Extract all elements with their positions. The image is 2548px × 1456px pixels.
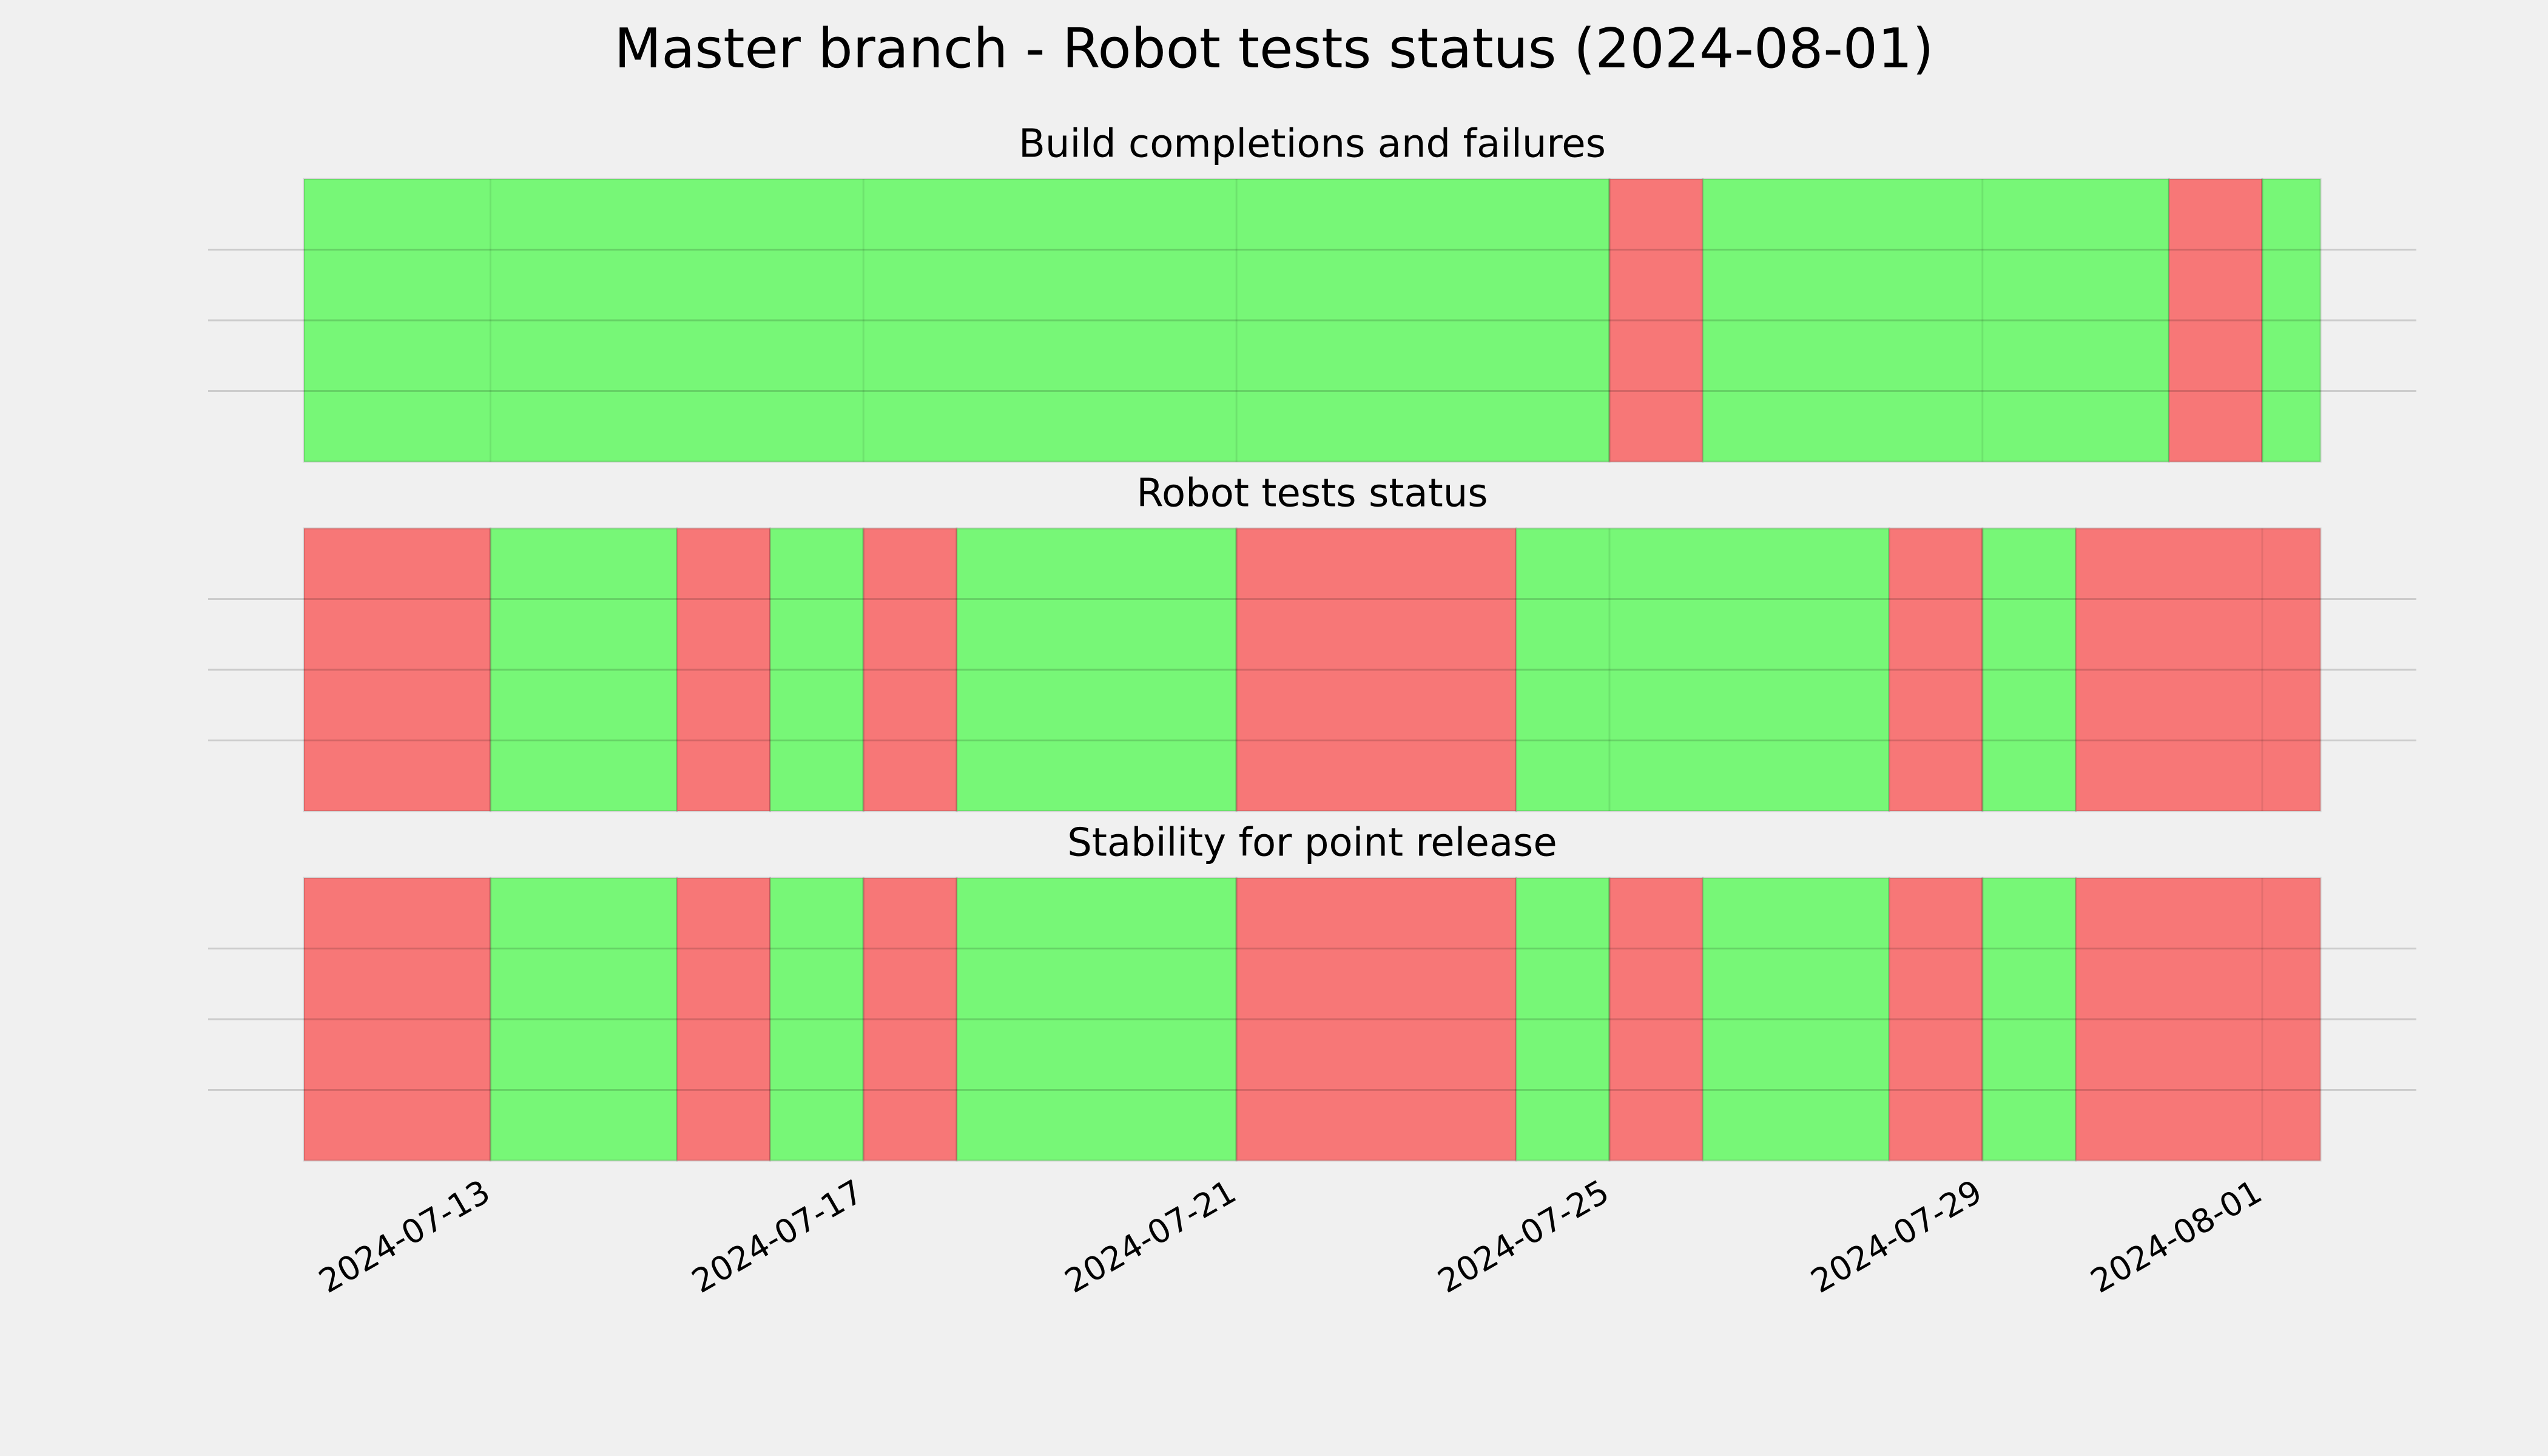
status-segment [1515,527,1890,812]
status-segment [676,877,772,1162]
status-segment [2075,877,2322,1162]
status-segment [1608,877,1704,1162]
status-segment [769,527,864,812]
panel-title: Robot tests status [1136,471,1488,516]
status-segment [2075,527,2322,812]
status-segment [769,877,864,1162]
status-segment [1608,178,1704,463]
status-segment [303,178,1611,463]
status-segment [2168,178,2263,463]
status-segment [1981,527,2077,812]
status-segment [1235,527,1517,812]
status-segment [676,527,772,812]
status-segment [489,877,678,1162]
status-segment [1888,527,1984,812]
status-segment [956,527,1238,812]
status-segment [862,527,958,812]
status-segment [1702,178,2170,463]
chart-title: Master branch - Robot tests status (2024… [615,17,1934,81]
status-segment [1702,877,1890,1162]
panel-title: Stability for point release [1067,821,1557,866]
status-segment [1515,877,1611,1162]
status-segment [2261,178,2322,463]
status-segment [1235,877,1517,1162]
status-segment [956,877,1238,1162]
status-segment [489,527,678,812]
status-segment [303,527,491,812]
status-segment [1981,877,2077,1162]
status-segment [303,877,491,1162]
status-segment [862,877,958,1162]
status-segment [1888,877,1984,1162]
panel-title: Build completions and failures [1019,122,1606,167]
